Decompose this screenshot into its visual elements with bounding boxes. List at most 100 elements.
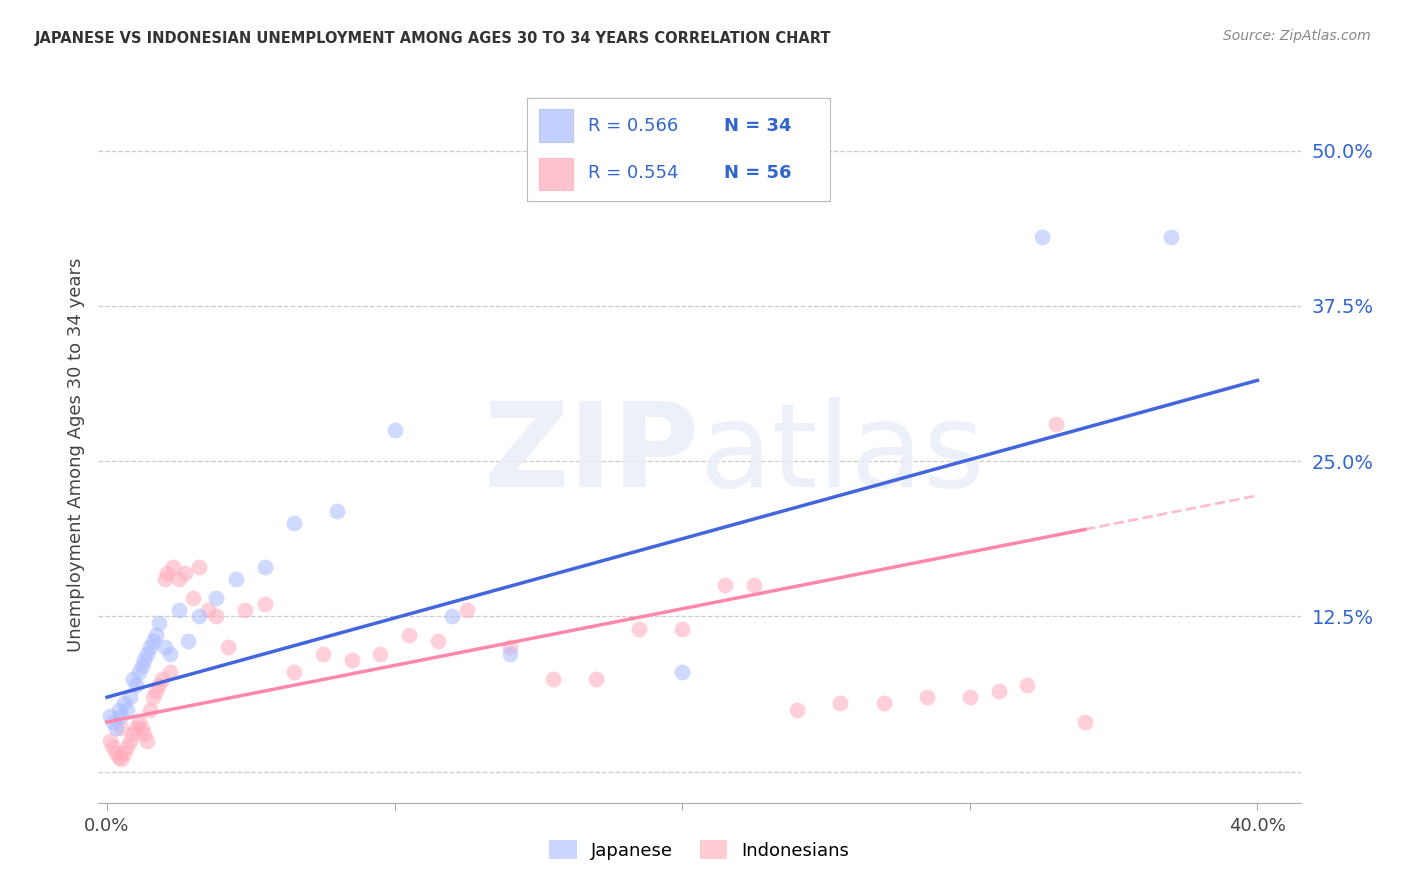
Point [156,566,179,580]
Point [128,665,150,680]
Point [159,647,181,661]
Point [162,559,184,574]
Point [167,572,190,586]
Point [107,749,129,764]
Point [714,578,737,592]
Text: R = 0.554: R = 0.554 [588,164,678,182]
Point [173,566,195,580]
Point [136,647,159,661]
Point [148,678,170,692]
Point [987,684,1010,698]
Point [456,603,478,617]
Point [145,628,167,642]
Legend: Japanese, Indonesians: Japanese, Indonesians [543,833,856,867]
Text: JAPANESE VS INDONESIAN UNEMPLOYMENT AMONG AGES 30 TO 34 YEARS CORRELATION CHART: JAPANESE VS INDONESIAN UNEMPLOYMENT AMON… [35,31,832,46]
Point [142,690,165,705]
Point [959,690,981,705]
Point [283,516,305,531]
Point [122,727,145,741]
Point [671,622,693,636]
Point [150,672,173,686]
Point [499,640,522,655]
Point [312,647,335,661]
Point [1017,678,1039,692]
Point [872,697,894,711]
Point [153,572,176,586]
Text: Source: ZipAtlas.com: Source: ZipAtlas.com [1223,29,1371,43]
Point [148,615,170,630]
Point [233,603,256,617]
Y-axis label: Unemployment Among Ages 30 to 34 years: Unemployment Among Ages 30 to 34 years [66,258,84,652]
Point [142,634,165,648]
Point [217,640,239,655]
Text: atlas: atlas [699,398,984,512]
Point [139,640,162,655]
Point [134,653,156,667]
FancyBboxPatch shape [540,158,572,190]
Point [112,746,135,760]
Point [585,672,607,686]
Point [110,708,132,723]
Point [628,622,651,636]
Point [1074,714,1097,729]
Point [254,559,277,574]
Text: ZIP: ZIP [484,398,699,512]
Point [283,665,305,680]
Point [541,672,564,686]
Point [120,690,141,705]
Point [167,603,190,617]
Point [254,597,277,611]
Point [101,739,124,754]
Point [742,578,765,592]
Point [188,609,211,624]
Point [104,746,127,760]
Text: N = 34: N = 34 [724,117,792,135]
Point [1045,417,1067,431]
Point [110,752,132,766]
Point [128,714,150,729]
Point [915,690,938,705]
Point [368,647,391,661]
Point [1160,230,1182,244]
Point [340,653,363,667]
Point [145,684,167,698]
Point [786,703,808,717]
Point [120,733,141,747]
Point [101,714,124,729]
Point [384,423,406,437]
Point [225,572,247,586]
Point [176,634,198,648]
Point [112,697,135,711]
Point [131,721,153,735]
Point [197,603,219,617]
Point [110,721,132,735]
Point [441,609,464,624]
FancyBboxPatch shape [540,110,572,142]
Point [830,697,852,711]
Point [115,739,138,754]
Point [188,559,211,574]
Point [98,708,121,723]
Point [98,733,121,747]
Point [125,721,148,735]
Text: N = 56: N = 56 [724,164,792,182]
Point [205,591,228,605]
Point [426,634,449,648]
Point [107,703,129,717]
Point [671,665,693,680]
Point [125,678,148,692]
Point [153,640,176,655]
Point [131,659,153,673]
Point [139,703,162,717]
Point [326,504,349,518]
Point [205,609,228,624]
Point [115,703,138,717]
Point [134,727,156,741]
Point [183,591,205,605]
Point [159,665,181,680]
Point [136,733,159,747]
Point [1031,230,1053,244]
Point [122,672,145,686]
Text: R = 0.566: R = 0.566 [588,117,678,135]
Point [398,628,420,642]
